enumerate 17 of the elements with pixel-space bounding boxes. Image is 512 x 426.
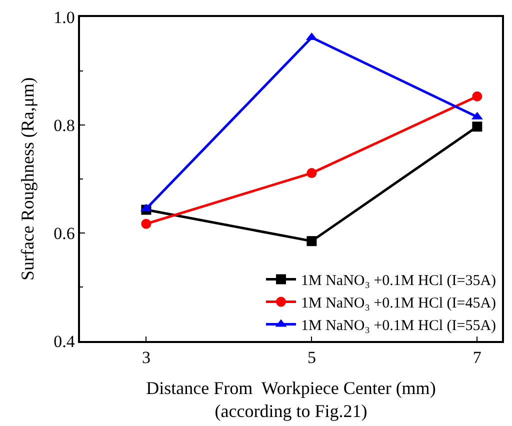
y-tick-label: 0.8 bbox=[54, 116, 75, 135]
x-tick-label: 3 bbox=[142, 348, 150, 368]
y-tick-label: 0.4 bbox=[54, 332, 76, 351]
legend-label: 1M NaNO₃ +0.1M HCl (I=45A) bbox=[301, 296, 496, 312]
legend-label: 1M NaNO₃ +0.1M HCl (I=35A) bbox=[301, 273, 496, 290]
x-tick-label: 7 bbox=[472, 348, 482, 368]
y-tick-label: 0.6 bbox=[54, 224, 75, 243]
point bbox=[306, 168, 317, 178]
point bbox=[472, 122, 482, 132]
legend-label: 1M NaNO₃ +0.1M HCl (I=55A) bbox=[301, 318, 496, 334]
y-tick-label: 1.0 bbox=[54, 8, 75, 27]
point bbox=[141, 218, 152, 229]
x-tick-label: 5 bbox=[307, 348, 316, 368]
x-axis-title: Distance From Workpiece Center (mm) (according to Fig.21) bbox=[146, 378, 436, 422]
point bbox=[306, 236, 317, 246]
point bbox=[472, 91, 482, 102]
y-axis-title: Surface Roughness (Ra,μm) bbox=[17, 77, 38, 281]
